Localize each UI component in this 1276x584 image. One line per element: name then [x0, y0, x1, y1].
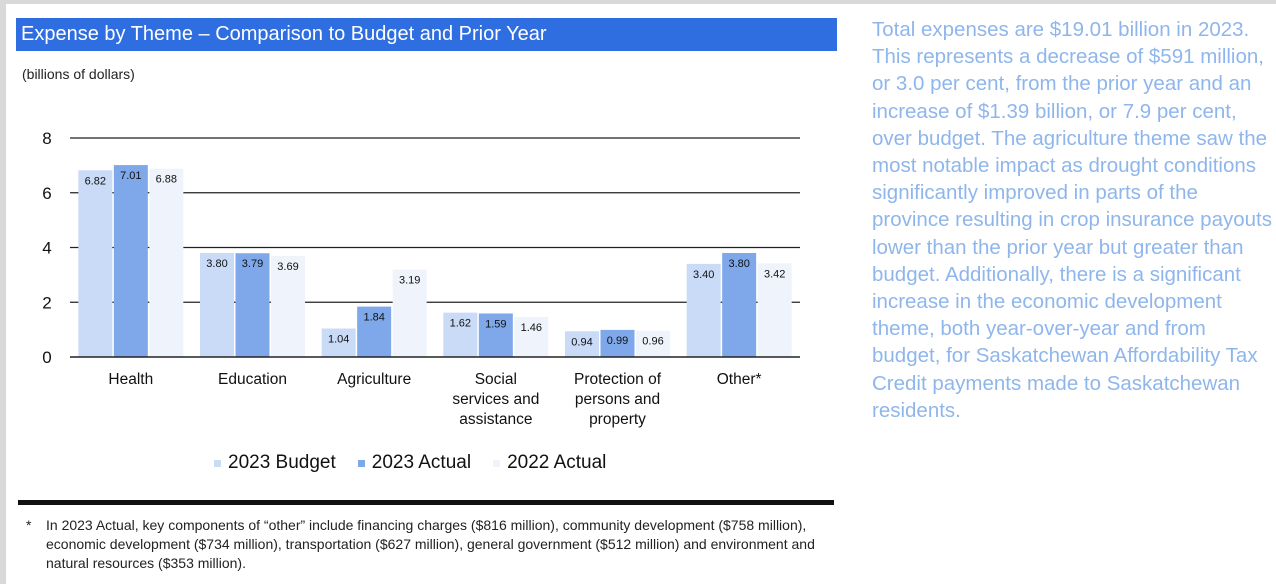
y-tick-label-0: 0 — [42, 348, 51, 367]
legend-label-2023-budget: 2023 Budget — [228, 452, 336, 473]
legend-swatch-2023-actual — [357, 459, 365, 467]
category-label-3-1: services and — [452, 391, 539, 408]
legend-item-2023-budget: 2023 Budget — [214, 452, 336, 474]
footnote-text: In 2023 Actual, key components of “other… — [46, 517, 815, 571]
bar-4-1 — [600, 329, 635, 357]
bar-5-0 — [686, 263, 721, 357]
bar-3-0 — [443, 312, 478, 357]
bar-value-label-3-1: 1.59 — [485, 318, 506, 330]
bar-value-label-4-2: 0.96 — [642, 336, 663, 348]
bar-2-1 — [357, 306, 392, 357]
legend-swatch-2022-actual — [493, 459, 501, 467]
bar-0-2 — [149, 168, 184, 357]
bar-4-0 — [565, 331, 599, 357]
bar-value-label-1-2: 3.69 — [277, 261, 298, 273]
footnote: * In 2023 Actual, key components of “oth… — [26, 516, 826, 573]
legend-label-2023-actual: 2023 Actual — [371, 452, 472, 473]
y-tick-label-8: 8 — [42, 129, 51, 148]
bar-value-label-3-2: 1.46 — [521, 322, 542, 334]
bar-0-1 — [113, 165, 148, 357]
legend-item-2022-actual: 2022 Actual — [493, 452, 606, 474]
bar-value-label-1-1: 3.79 — [242, 258, 263, 270]
category-label-3-2: assistance — [459, 411, 532, 428]
bar-value-label-5-1: 3.80 — [728, 258, 749, 270]
category-label-4-2: property — [589, 411, 646, 428]
category-label-4-0: Protection of — [574, 371, 662, 388]
bar-0-0 — [78, 170, 113, 357]
bar-2-2 — [392, 269, 427, 357]
legend-label-2022-actual: 2022 Actual — [507, 452, 607, 473]
category-label-0-0: Health — [108, 371, 153, 388]
chart-legend: 2023 Budget 2023 Actual 2022 Actual — [214, 452, 628, 474]
bar-1-2 — [271, 255, 305, 357]
bar-value-label-5-0: 3.40 — [693, 269, 714, 281]
bar-value-label-4-0: 0.94 — [571, 336, 592, 348]
bar-5-1 — [722, 252, 757, 357]
bar-3-2 — [514, 317, 549, 357]
bar-4-2 — [636, 330, 670, 357]
bar-5-2 — [757, 263, 792, 357]
chart-title: Expense by Theme – Comparison to Budget … — [16, 18, 837, 51]
category-label-1-0: Education — [218, 371, 287, 388]
bar-value-label-0-1: 7.01 — [120, 170, 141, 182]
category-label-5-0: Other* — [717, 371, 762, 388]
expense-bar-chart: 0 2 4 6 8 6.82 7.01 6.88 3.80 3.79 3.69 1.04 1.84 3.1… — [42, 129, 800, 428]
bar-value-label-4-1: 0.99 — [607, 335, 628, 347]
bar-value-label-0-2: 6.88 — [156, 174, 177, 186]
category-label-2-0: Agriculture — [337, 371, 411, 388]
bar-2-0 — [321, 328, 356, 357]
bar-value-label-3-0: 1.62 — [450, 318, 471, 330]
summary-paragraph: Total expenses are $19.01 billion in 202… — [872, 18, 1272, 422]
bar-3-1 — [478, 313, 513, 357]
y-tick-label-6: 6 — [42, 184, 51, 203]
bar-1-1 — [235, 253, 270, 357]
bar-value-label-0-0: 6.82 — [85, 175, 106, 187]
category-label-3-0: Social — [475, 371, 517, 388]
bar-value-label-2-0: 1.04 — [328, 334, 349, 346]
divider-rule — [18, 500, 834, 505]
category-label-4-1: persons and — [575, 391, 660, 408]
bar-value-label-5-2: 3.42 — [764, 268, 785, 280]
y-tick-label-4: 4 — [42, 239, 51, 258]
bar-value-label-1-0: 3.80 — [206, 258, 227, 270]
units-label: (billions of dollars) — [22, 66, 135, 82]
y-tick-label-2: 2 — [42, 293, 51, 312]
legend-swatch-2023-budget — [214, 459, 221, 467]
bar-value-label-2-1: 1.84 — [363, 312, 384, 324]
footnote-mark: * — [26, 517, 32, 533]
legend-item-2023-actual: 2023 Actual — [357, 452, 472, 474]
bar-value-label-2-2: 3.19 — [399, 275, 420, 287]
bar-1-0 — [200, 252, 234, 357]
